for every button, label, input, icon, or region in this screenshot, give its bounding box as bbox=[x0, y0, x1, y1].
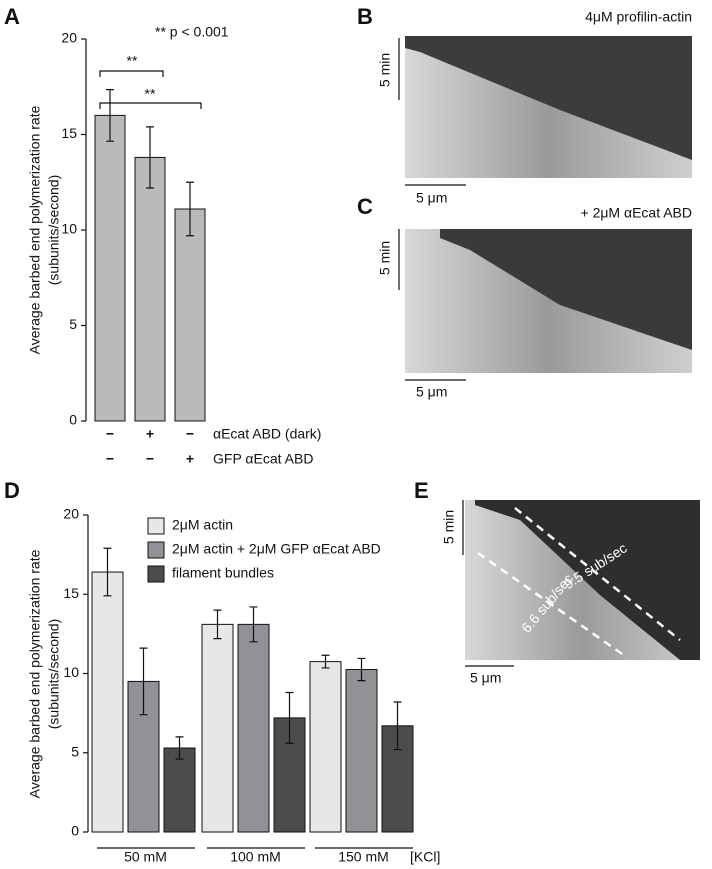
time-scale: 5 min bbox=[377, 53, 393, 87]
y-tick-label: 0 bbox=[69, 412, 77, 428]
image-title: + 2μM αEcat ABD bbox=[581, 205, 692, 221]
bar bbox=[91, 571, 124, 833]
x-tick-label: 150 mM bbox=[338, 849, 389, 865]
error-bar bbox=[357, 657, 366, 682]
panel-letter: D bbox=[4, 478, 20, 503]
y-tick-label: 5 bbox=[69, 316, 77, 332]
error-bar bbox=[393, 701, 402, 751]
y-axis-label: (subunits/second) bbox=[46, 175, 62, 286]
annotation: ** p < 0.001 bbox=[155, 24, 229, 40]
condition-mark: − bbox=[186, 426, 194, 442]
y-axis-label: Average barbed end polymerization rate bbox=[27, 549, 43, 798]
bar bbox=[345, 669, 378, 833]
error-bar bbox=[139, 647, 148, 716]
condition-label: GFP αEcat ABD bbox=[213, 451, 313, 467]
error-bar bbox=[249, 606, 258, 643]
error-bar bbox=[103, 547, 112, 597]
legend-swatch bbox=[147, 517, 165, 535]
error-bar bbox=[285, 691, 294, 744]
condition-mark: − bbox=[106, 426, 114, 442]
bar bbox=[134, 156, 166, 422]
kymograph bbox=[405, 229, 692, 373]
kymograph bbox=[405, 36, 692, 178]
legend-swatch bbox=[147, 541, 165, 559]
y-tick-label: 5 bbox=[71, 743, 79, 759]
y-tick-label: 0 bbox=[71, 823, 79, 839]
y-axis-label: Average barbed end polymerization rate bbox=[27, 105, 43, 354]
time-scale: 5 min bbox=[441, 510, 457, 544]
length-scale: 5 μm bbox=[470, 670, 501, 686]
y-tick-label: 10 bbox=[61, 221, 77, 237]
error-bar bbox=[175, 736, 184, 760]
kymograph bbox=[465, 500, 700, 660]
image-title: 4μM profilin-actin bbox=[585, 9, 692, 25]
error-bar bbox=[321, 654, 330, 669]
y-axis-label: (subunits/second) bbox=[46, 619, 62, 730]
y-tick-label: 20 bbox=[61, 30, 77, 46]
y-tick-label: 15 bbox=[63, 585, 79, 601]
condition-label: αEcat ABD (dark) bbox=[213, 426, 321, 442]
x-unit: [KCl] bbox=[410, 849, 440, 865]
y-tick-label: 20 bbox=[63, 506, 79, 522]
bar bbox=[201, 623, 234, 833]
bar bbox=[163, 747, 196, 833]
error-bar bbox=[213, 609, 222, 640]
length-scale: 5 μm bbox=[416, 384, 447, 400]
x-tick-label: 50 mM bbox=[124, 849, 167, 865]
condition-mark: + bbox=[146, 426, 154, 442]
significance: ** bbox=[127, 53, 138, 69]
significance: ** bbox=[145, 86, 156, 102]
time-scale: 5 min bbox=[377, 241, 393, 275]
panel-letter: C bbox=[357, 194, 373, 219]
y-tick-label: 10 bbox=[63, 664, 79, 680]
panel-letter: E bbox=[414, 478, 429, 503]
bracket bbox=[99, 102, 202, 109]
legend-label: filament bundles bbox=[172, 565, 274, 581]
bar bbox=[94, 114, 126, 422]
y-tick-label: 15 bbox=[61, 125, 77, 141]
panel-letter: B bbox=[357, 4, 373, 29]
error-bar bbox=[106, 89, 114, 142]
bar bbox=[174, 208, 206, 422]
error-bar bbox=[186, 181, 194, 237]
bracket bbox=[99, 70, 164, 77]
length-scale: 5 μm bbox=[416, 190, 447, 206]
legend-swatch bbox=[147, 565, 165, 583]
condition-mark: + bbox=[186, 451, 194, 467]
condition-mark: − bbox=[146, 451, 154, 467]
legend-label: 2μM actin + 2μM GFP αEcat ABD bbox=[172, 541, 381, 557]
condition-mark: − bbox=[106, 451, 114, 467]
x-tick-label: 100 mM bbox=[230, 849, 281, 865]
panel-letter: A bbox=[4, 4, 20, 29]
error-bar bbox=[146, 126, 154, 189]
bar bbox=[237, 623, 270, 833]
bar bbox=[309, 661, 342, 833]
legend-label: 2μM actin bbox=[172, 517, 233, 533]
